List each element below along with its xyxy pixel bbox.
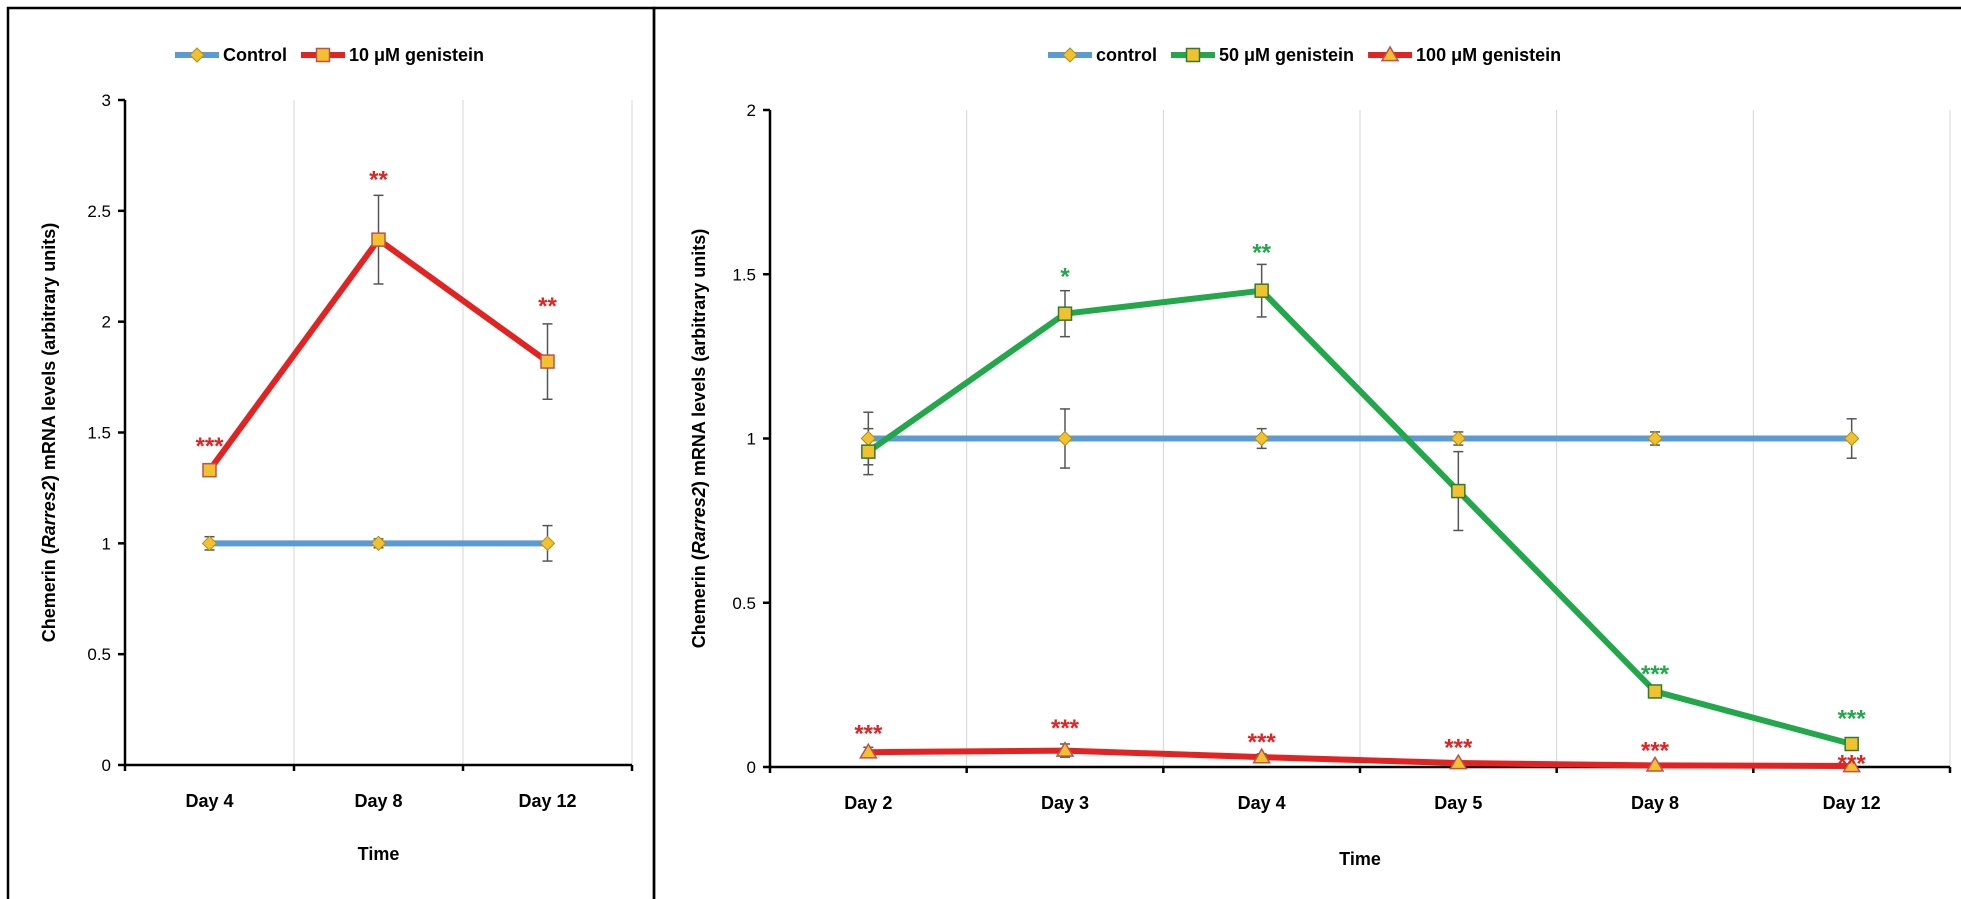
left-y-tick-label: 3 xyxy=(102,91,111,110)
right-y-tick-label: 0.5 xyxy=(732,594,756,613)
right-series-0-point xyxy=(1843,430,1860,447)
left-series-0-point xyxy=(201,535,218,552)
left-legend: Control 10 μM genistein xyxy=(175,45,484,65)
left-y-tick-label: 2.5 xyxy=(87,202,111,221)
left-y-axis-title-suffix: ) mRNA levels (arbitrary units) xyxy=(39,223,59,481)
left-series-1-point xyxy=(540,354,555,369)
right-significance-label: *** xyxy=(1248,729,1277,756)
right-category-label: Day 5 xyxy=(1434,793,1482,813)
right-series-1-point xyxy=(1254,283,1269,298)
right-legend-label-2: 100 μM genistein xyxy=(1416,45,1561,65)
right-category-label: Day 4 xyxy=(1238,793,1286,813)
right-panel-frame xyxy=(652,6,1961,899)
right-series-1-point xyxy=(1057,306,1073,321)
right-significance-label: *** xyxy=(1051,715,1080,742)
right-x-axis-title: Time xyxy=(1339,849,1381,869)
right-series-0-point xyxy=(1647,430,1663,447)
left-category-label: Day 4 xyxy=(185,791,233,811)
right-series-1-point xyxy=(1647,684,1663,699)
left-legend-label-0: Control xyxy=(223,45,287,65)
right-y-tick-label: 0 xyxy=(747,758,756,777)
right-significance-label: ** xyxy=(1252,239,1271,266)
right-legend-label-0: control xyxy=(1096,45,1157,65)
left-significance-label: *** xyxy=(195,433,224,460)
right-legend: control 50 μM genistein 100 μM genistein xyxy=(1048,45,1561,65)
right-significance-label: * xyxy=(1060,264,1070,291)
right-significance-label: *** xyxy=(1838,706,1867,733)
right-series-2-point xyxy=(1449,753,1468,770)
left-y-tick-label: 1 xyxy=(102,534,111,553)
right-y-tick-label: 1 xyxy=(747,430,756,449)
left-series-0-point xyxy=(370,535,387,552)
right-significance-label: *** xyxy=(1641,661,1670,688)
left-legend-marker-1 xyxy=(315,47,331,63)
left-y-tick-label: 0 xyxy=(102,756,111,775)
right-series-1-point xyxy=(1844,736,1859,752)
right-y-tick-label: 1.5 xyxy=(732,265,756,284)
left-y-tick-label: 0.5 xyxy=(87,645,111,664)
right-series-1-point xyxy=(861,444,876,459)
right-series-2-point xyxy=(1252,747,1271,764)
right-legend-marker-2 xyxy=(1380,45,1400,62)
left-y-axis-title-gene: Rarres2 xyxy=(39,481,59,548)
left-significance-label: ** xyxy=(369,166,388,193)
right-series-line-1 xyxy=(865,287,1855,748)
right-y-tick-label: 2 xyxy=(747,101,756,120)
right-y-axis-title-prefix: Chemerin ( xyxy=(689,554,709,648)
left-legend-label-1: 10 μM genistein xyxy=(349,45,484,65)
left-x-axis-title: Time xyxy=(358,844,400,864)
left-y-tick-label: 1.5 xyxy=(87,424,111,443)
left-category-label: Day 8 xyxy=(354,791,402,811)
right-category-label: Day 12 xyxy=(1823,793,1881,813)
right-y-axis-title-suffix: ) mRNA levels (arbitrary units) xyxy=(689,229,709,487)
right-series-0-point xyxy=(1450,430,1467,447)
right-legend-label-1: 50 μM genistein xyxy=(1219,45,1354,65)
right-series-2-point xyxy=(859,742,878,759)
right-series-0-point xyxy=(860,430,877,447)
left-series-0-point xyxy=(539,535,556,552)
right-significance-label: *** xyxy=(1444,734,1473,761)
right-legend-marker-1 xyxy=(1185,47,1201,63)
right-series-0-point xyxy=(1253,430,1270,447)
left-series-1-point xyxy=(371,232,386,247)
left-y-axis-title: Chemerin (Rarres2) mRNA levels (arbitrar… xyxy=(39,223,59,643)
right-series-1-point xyxy=(1451,483,1466,499)
left-significance-label: ** xyxy=(538,293,557,320)
right-significance-label: *** xyxy=(1838,750,1867,777)
right-series-0-point xyxy=(1057,430,1073,447)
right-y-axis-title-gene: Rarres2 xyxy=(689,487,709,554)
left-y-axis-title-prefix: Chemerin ( xyxy=(39,548,59,642)
left-y-tick-label: 2 xyxy=(102,313,111,332)
right-chart: 0 0.5 1 1.5 2 Day 2 Day 3 Day 4 Day 5 Day 8 Day 12… xyxy=(689,45,1952,869)
right-y-axis-title: Chemerin (Rarres2) mRNA levels (arbitrar… xyxy=(689,229,709,649)
right-legend-marker-0 xyxy=(1062,47,1078,63)
left-series-1-point xyxy=(202,462,217,478)
right-significance-label: *** xyxy=(854,720,883,747)
right-series-2-point xyxy=(1645,755,1665,772)
right-series-line-2 xyxy=(865,747,1855,770)
right-series-2-point xyxy=(1055,741,1075,757)
right-category-label: Day 2 xyxy=(844,793,892,813)
left-chart: 0 0.5 1 1.5 2 2.5 3 Day 4 Day 8 Day 12 Time Chemeri… xyxy=(39,45,634,864)
right-category-label: Day 8 xyxy=(1631,793,1679,813)
right-category-label: Day 3 xyxy=(1041,793,1089,813)
right-series-2-point xyxy=(1842,756,1861,773)
left-category-label: Day 12 xyxy=(518,791,576,811)
right-significance-label: *** xyxy=(1641,737,1670,764)
left-legend-marker-0 xyxy=(189,47,205,63)
